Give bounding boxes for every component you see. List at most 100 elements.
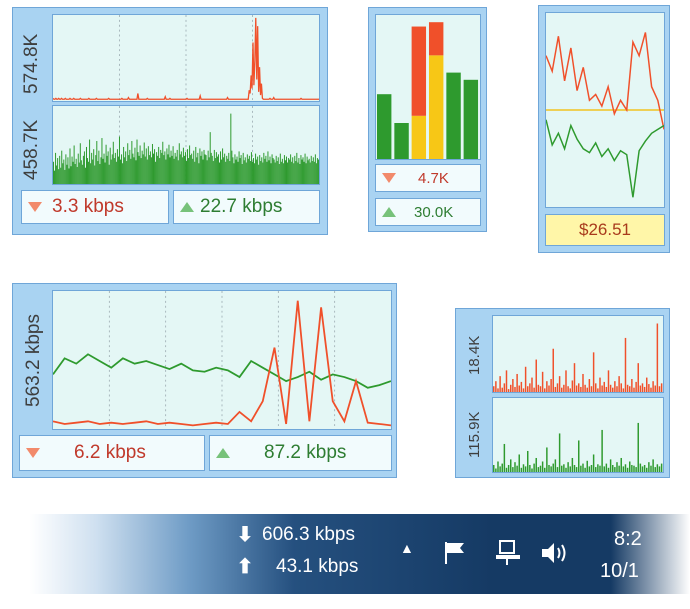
upload-bar: [298, 158, 300, 184]
upload-bar: [514, 462, 516, 472]
upload-bar: [101, 138, 103, 184]
upload-bar: [631, 464, 633, 472]
upload-bar: [213, 149, 215, 184]
upload-bar: [207, 150, 209, 184]
upload-arrow-icon: ⬆: [236, 556, 254, 578]
download-bar: [612, 387, 614, 392]
upload-bar: [54, 170, 56, 184]
upload-bar: [91, 152, 93, 184]
upload-bar: [590, 464, 593, 472]
upload-bar: [212, 161, 214, 184]
upload-bar: [284, 160, 286, 184]
upload-bar: [98, 150, 100, 184]
upload-bar: [221, 159, 223, 184]
download-bar: [626, 384, 629, 392]
scale-label: 563.2 kbps: [23, 314, 44, 408]
upload-bar: [57, 158, 59, 184]
download-rate: 3.3 kbps: [52, 196, 124, 217]
network-icon[interactable]: [494, 539, 522, 567]
upload-bar: [245, 162, 247, 184]
upload-bar: [163, 155, 165, 184]
upload-bar: [159, 158, 161, 184]
traffic-widget-1[interactable]: 574.8K 458.7K 3.3 kbps 22.7 kbps: [12, 7, 328, 235]
lower-scale-label: 115.9K: [466, 411, 483, 459]
upload-bar: [177, 160, 179, 184]
stock-widget[interactable]: $26.51: [538, 5, 670, 253]
upload-bar: [273, 159, 275, 184]
upload-bar: [218, 162, 220, 184]
upload-bar: [254, 163, 256, 184]
upload-bar: [533, 463, 535, 472]
upload-bar: [67, 157, 69, 184]
download-series-line: [53, 17, 319, 100]
traffic-widget-2[interactable]: 4.7K 30.0K: [368, 7, 487, 232]
upload-bar: [135, 160, 137, 184]
clock-date[interactable]: 10/1: [600, 560, 639, 582]
upload-bar: [156, 152, 158, 184]
upload-bar: [648, 462, 650, 472]
upload-bar: [256, 159, 258, 184]
upload-bar: [190, 155, 192, 184]
upload-bar: [81, 164, 83, 184]
upload-bar: [197, 152, 199, 184]
upload-bar: [255, 153, 257, 184]
upload-bar: [248, 155, 250, 184]
upload-bar: [266, 161, 268, 184]
upload-value: 30.0K: [414, 203, 454, 221]
upload-bar: [268, 160, 270, 184]
bar-graph: [375, 14, 481, 160]
upload-bar: [233, 163, 235, 184]
upload-graph: [492, 397, 664, 473]
download-rate: 6.2 kbps: [74, 442, 146, 463]
upload-bar: [181, 157, 183, 184]
upload-bar: [269, 156, 271, 184]
upload-bar: [130, 158, 132, 184]
upload-bar: [195, 146, 197, 184]
show-hidden-icons-icon[interactable]: ▲: [400, 540, 414, 556]
upload-bar: [131, 141, 133, 184]
download-bar: [607, 370, 610, 392]
speaker-icon[interactable]: [540, 540, 570, 566]
clock-time[interactable]: 8:2: [614, 528, 642, 550]
upload-bar: [299, 163, 301, 184]
download-bar: [499, 376, 501, 392]
upload-bar: [106, 155, 108, 184]
upload-bar: [293, 163, 295, 184]
download-bar: [639, 385, 642, 392]
download-bar: [622, 388, 625, 392]
upload-bar: [196, 157, 198, 184]
download-bar: [575, 385, 578, 392]
upload-bar: [209, 132, 211, 184]
download-bar: [556, 383, 559, 392]
upload-bar: [118, 136, 120, 184]
download-bar: [558, 376, 561, 392]
upload-bar: [241, 163, 243, 184]
upload-bar: [239, 158, 241, 184]
upload-arrow-icon: [180, 202, 194, 212]
upload-bar: [654, 467, 656, 472]
upload-bar: [204, 154, 206, 184]
bar-segment: [428, 55, 444, 159]
upload-bar: [69, 148, 71, 184]
upload-bar: [595, 467, 597, 472]
upload-bar: [62, 163, 64, 184]
upload-bar: [226, 155, 228, 184]
upload-bar: [265, 155, 267, 184]
download-bar: [514, 386, 516, 392]
upload-bar: [537, 467, 540, 472]
download-bar: [563, 384, 565, 392]
traffic-widget-5[interactable]: 18.4K 115.9K: [455, 308, 670, 478]
upload-bar: [68, 168, 70, 184]
traffic-widget-4[interactable]: 563.2 kbps 6.2 kbps 87.2 kbps: [12, 283, 397, 478]
download-bar: [654, 385, 656, 392]
download-bar: [635, 381, 637, 392]
download-bar: [650, 387, 652, 392]
upload-bar: [609, 459, 612, 472]
upload-bar: [138, 155, 140, 184]
upload-bar: [137, 152, 139, 184]
upload-bar: [78, 162, 80, 184]
download-bar: [569, 388, 571, 392]
upload-bar: [307, 160, 309, 184]
upload-bar: [58, 169, 60, 184]
flag-icon[interactable]: [442, 540, 468, 566]
